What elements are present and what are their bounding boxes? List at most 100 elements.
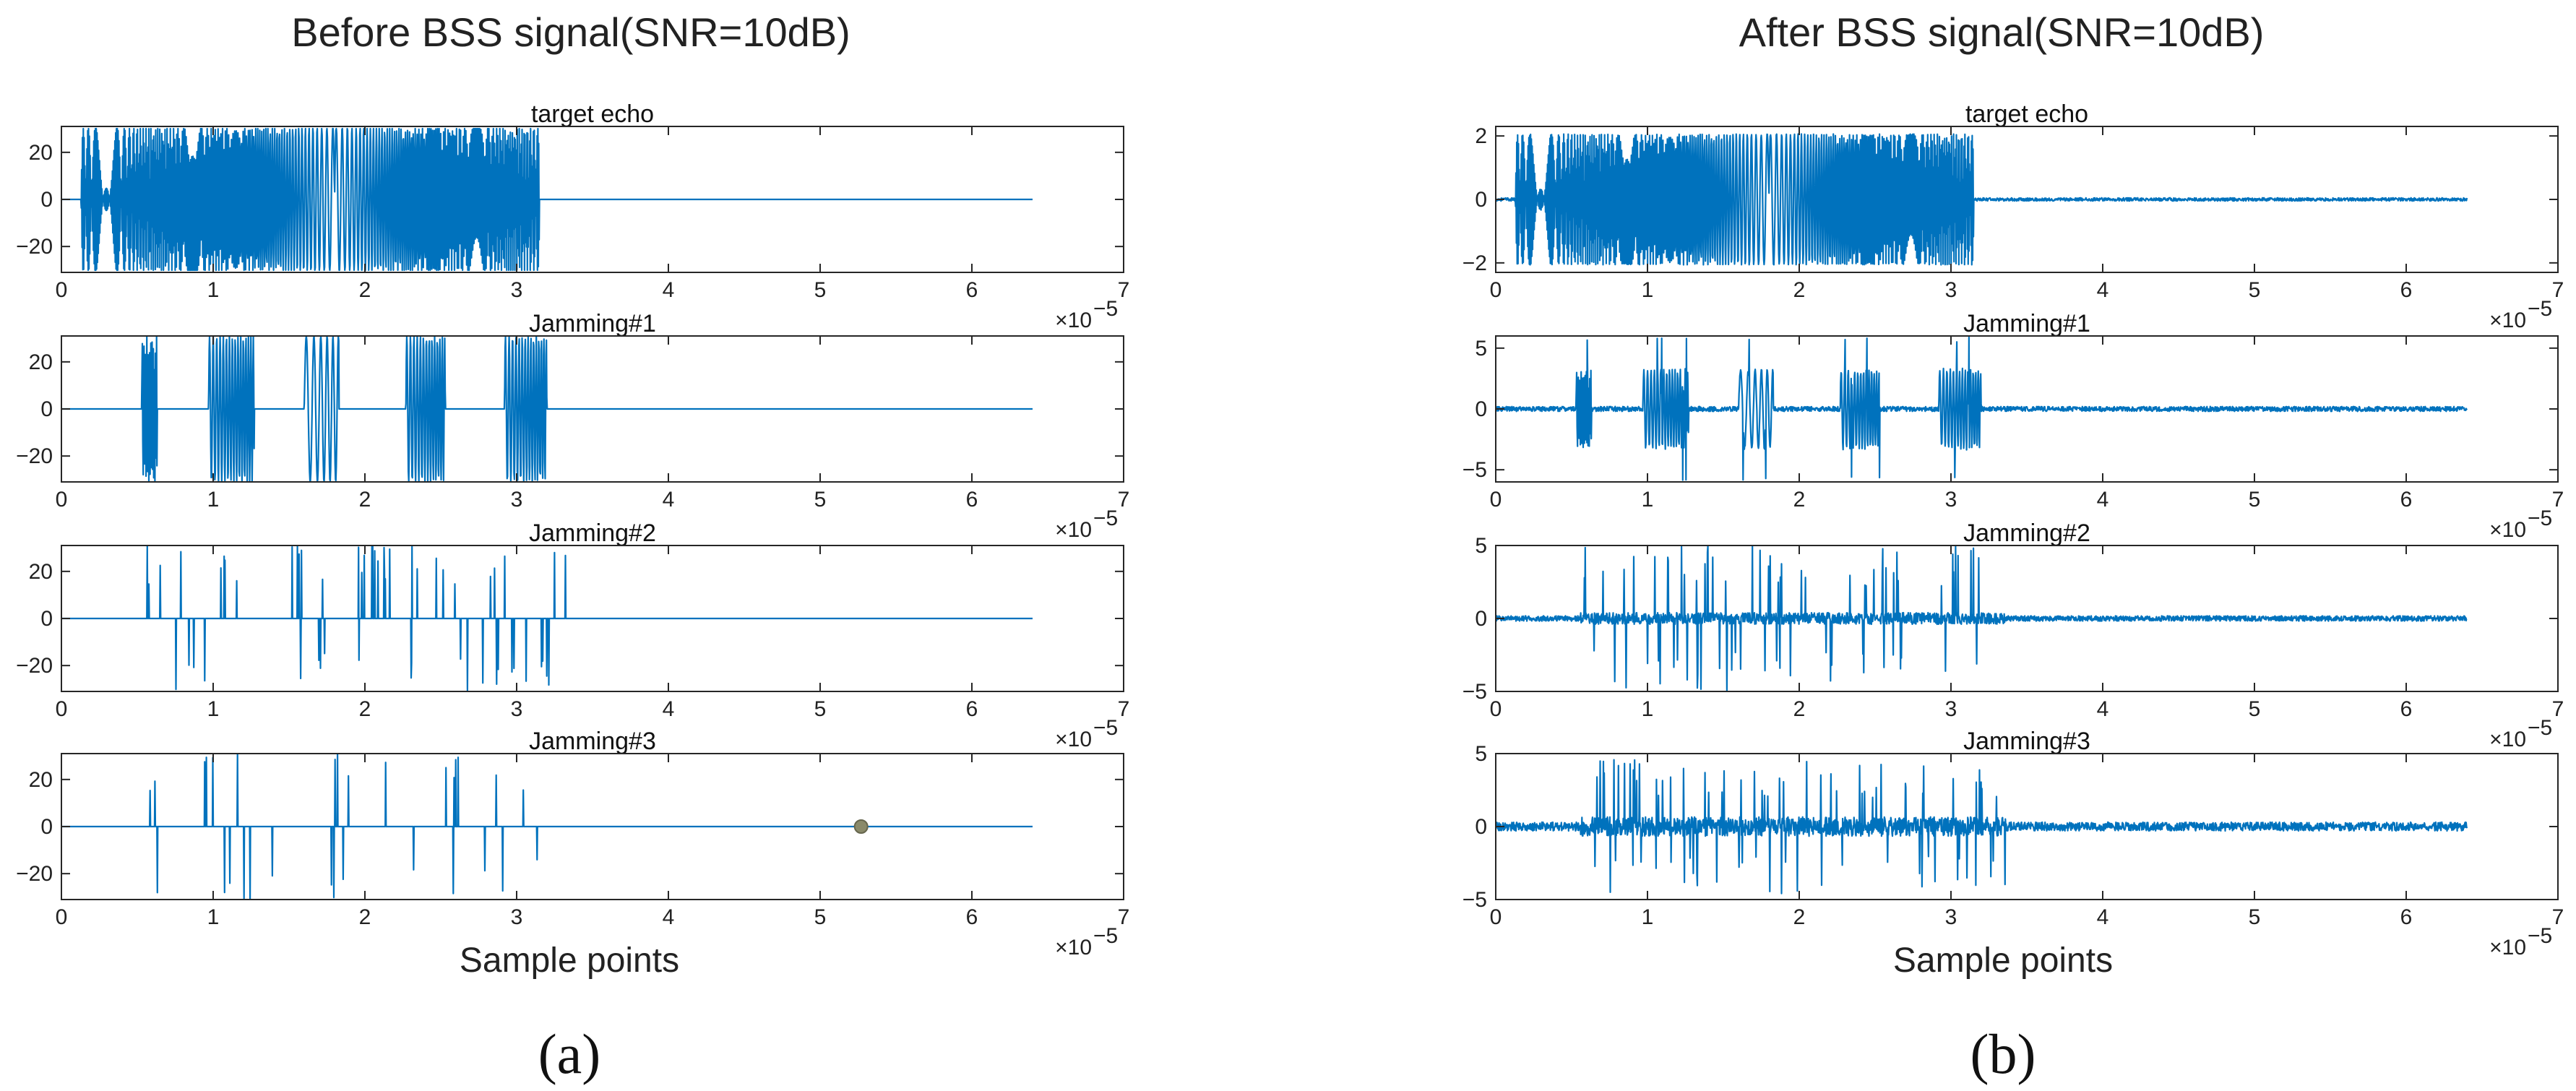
pb-r4-x-exponent: ×10 — [2489, 936, 2526, 960]
pb-r4-xtick-label: 7 — [2552, 905, 2564, 929]
pa-r3-signal-line — [61, 546, 1033, 691]
pa-r3-title: Jamming#2 — [529, 519, 656, 547]
pb-r2-xtick-label: 5 — [2249, 488, 2261, 512]
pb-r3-ytick-label: 0 — [1475, 607, 1487, 631]
panel-b-title: After BSS signal(SNR=10dB) — [1739, 9, 2265, 55]
pb-r2-signal-line — [1496, 336, 2468, 481]
pb-r2-ytick-label: 5 — [1475, 337, 1487, 361]
pb-r2-title: Jamming#1 — [1963, 310, 2090, 337]
pa-r3-xtick-label: 3 — [511, 697, 523, 721]
pb-r3-title: Jamming#2 — [1963, 519, 2090, 547]
pb-r3-ytick-label: 5 — [1475, 534, 1487, 558]
pa-r4-title: Jamming#3 — [529, 728, 656, 755]
pb-r4-x-exponent-power: −5 — [2528, 924, 2552, 948]
pb-r3-xtick-label: 6 — [2400, 697, 2413, 721]
pb-r3-xtick-label: 7 — [2552, 697, 2564, 721]
pa-r3-xtick-label: 4 — [663, 697, 675, 721]
pa-r1-xtick-label: 1 — [207, 278, 220, 302]
pb-r1-ytick-label: −2 — [1463, 251, 1487, 275]
pb-r3-xtick-label: 2 — [1793, 697, 1806, 721]
pa-r3-x-exponent: ×10 — [1055, 728, 1092, 751]
pb-r2-xtick-label: 3 — [1945, 488, 1957, 512]
pa-r3-ytick-label: 0 — [40, 607, 53, 631]
pa-r2-xtick-label: 5 — [814, 488, 827, 512]
pa-r2-xtick-label: 0 — [56, 488, 68, 512]
pa-r3-xtick-label: 1 — [207, 697, 220, 721]
pb-r1-xtick-label: 3 — [1945, 278, 1957, 302]
pa-r4-signal-line — [61, 754, 1033, 900]
pb-r1-xtick-label: 5 — [2249, 278, 2261, 302]
pb-r4-title: Jamming#3 — [1963, 728, 2090, 755]
pa-r2-xtick-label: 6 — [966, 488, 978, 512]
pb-r3-xtick-label: 3 — [1945, 697, 1957, 721]
pa-r1-ytick-label: 0 — [40, 188, 53, 212]
pb-r2-ytick-label: 0 — [1475, 397, 1487, 421]
pa-r2-ytick-label: 0 — [40, 397, 53, 421]
pa-r4-ytick-label: −20 — [16, 862, 53, 886]
panel-a-label: (a) — [538, 1022, 601, 1085]
pa-r1-xtick-label: 5 — [814, 278, 827, 302]
pa-r3-xtick-label: 2 — [359, 697, 371, 721]
pa-r2-xtick-label: 1 — [207, 488, 220, 512]
pb-r1-x-exponent: ×10 — [2489, 309, 2526, 332]
pb-r2-x-exponent-power: −5 — [2528, 506, 2552, 530]
pb-r2-xtick-label: 7 — [2552, 488, 2564, 512]
pb-r3-signal-line — [1496, 546, 2468, 691]
pb-r4-ytick-label: 5 — [1475, 742, 1487, 766]
pa-r4-ytick-label: 0 — [40, 815, 53, 839]
pa-r1-ytick-label: −20 — [16, 235, 53, 259]
pb-r3-ytick-label: −5 — [1463, 680, 1487, 704]
panel-a-xlabel: Sample points — [460, 941, 679, 980]
pa-r2-xtick-label: 4 — [663, 488, 675, 512]
pa-r3-xtick-label: 7 — [1118, 697, 1130, 721]
pa-r4-xtick-label: 5 — [814, 905, 827, 929]
pa-r2-ytick-label: −20 — [16, 444, 53, 468]
pb-r4-xtick-label: 1 — [1642, 905, 1654, 929]
pb-r1-xtick-label: 6 — [2400, 278, 2413, 302]
pb-r4-ytick-label: 0 — [1475, 815, 1487, 839]
pa-r2-xtick-label: 2 — [359, 488, 371, 512]
pb-r4-xtick-label: 0 — [1490, 905, 1502, 929]
pb-r3-xtick-label: 4 — [2097, 697, 2109, 721]
pa-r2-signal-line — [61, 336, 1033, 482]
pb-r4-xtick-label: 2 — [1793, 905, 1806, 929]
pb-r4-xtick-label: 6 — [2400, 905, 2413, 929]
pb-r3-xtick-label: 0 — [1490, 697, 1502, 721]
pa-r3-x-exponent-power: −5 — [1093, 716, 1118, 740]
pb-r3-xtick-label: 5 — [2249, 697, 2261, 721]
pb-r1-ytick-label: 2 — [1475, 124, 1487, 148]
pb-r1-xtick-label: 7 — [2552, 278, 2564, 302]
pb-r2-xtick-label: 0 — [1490, 488, 1502, 512]
pb-r3-x-exponent-power: −5 — [2528, 716, 2552, 740]
panel-b-label: (b) — [1970, 1022, 2036, 1085]
pa-r3-xtick-label: 5 — [814, 697, 827, 721]
pb-r4-signal-line — [1496, 759, 2468, 894]
pb-r3-x-exponent: ×10 — [2489, 728, 2526, 751]
pa-r1-xtick-label: 3 — [511, 278, 523, 302]
pb-r1-ytick-label: 0 — [1475, 188, 1487, 212]
pa-r2-xtick-label: 7 — [1118, 488, 1130, 512]
pa-r1-xtick-label: 4 — [663, 278, 675, 302]
pa-r4-xtick-label: 0 — [56, 905, 68, 929]
pa-r2-x-exponent-power: −5 — [1093, 506, 1118, 530]
pb-r2-xtick-label: 4 — [2097, 488, 2109, 512]
pa-r2-x-exponent: ×10 — [1055, 518, 1092, 542]
pa-r1-xtick-label: 2 — [359, 278, 371, 302]
pb-r4-xtick-label: 5 — [2249, 905, 2261, 929]
pa-r1-x-exponent: ×10 — [1055, 309, 1092, 332]
pa-r4-xtick-label: 3 — [511, 905, 523, 929]
pb-r1-xtick-label: 1 — [1642, 278, 1654, 302]
pa-r1-title: target echo — [531, 100, 654, 128]
pa-r4-x-exponent-power: −5 — [1093, 924, 1118, 948]
pa-r2-title: Jamming#1 — [529, 310, 656, 337]
pb-r1-xtick-label: 2 — [1793, 278, 1806, 302]
pb-r1-xtick-label: 0 — [1490, 278, 1502, 302]
pb-r2-xtick-label: 2 — [1793, 488, 1806, 512]
pb-r3-xtick-label: 1 — [1642, 697, 1654, 721]
pa-r4-xtick-label: 1 — [207, 905, 220, 929]
pa-r1-x-exponent-power: −5 — [1093, 297, 1118, 321]
pa-r4-data-marker — [853, 819, 869, 834]
pa-r1-ytick-label: 20 — [29, 141, 53, 165]
